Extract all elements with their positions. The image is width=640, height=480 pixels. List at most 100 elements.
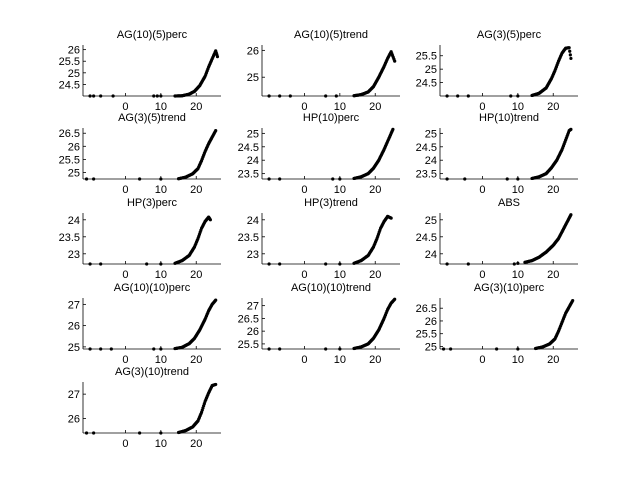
x-tick-label: 20 [190,184,202,196]
y-tick-label: 26 [247,326,259,338]
data-point [324,94,328,98]
x-tick-label: 10 [512,269,524,281]
data-point [516,261,520,265]
data-point [278,177,282,181]
data-point [208,218,212,222]
x-tick-label: 10 [512,184,524,196]
data-point [391,127,395,131]
y-tick-label: 25.5 [59,56,80,68]
x-tick-label: 0 [301,269,307,281]
data-point [215,54,220,59]
x-tick-label: 0 [479,269,485,281]
chart-title: AG(3)(5)perc [477,29,542,41]
y-tick-label: 26 [68,321,80,333]
chart-title: AG(10)(10)trend [291,282,371,294]
chart-title: AG(10)(5)perc [117,29,188,41]
y-tick-label: 25 [247,128,259,140]
chart-panel: AG(10)(5)trend 25 26 0 10 20 [247,29,400,113]
data-point [445,94,449,98]
x-tick-label: 10 [155,438,167,450]
x-tick-label: 0 [122,184,128,196]
data-point [288,94,292,98]
y-tick-label: 26 [68,413,80,425]
x-tick-label: 0 [479,184,485,196]
y-tick-label: 25 [68,167,80,179]
x-tick-label: 20 [369,269,381,281]
data-point [516,94,520,98]
data-point [159,347,163,351]
x-tick-label: 0 [122,101,128,113]
chart-title: AG(3)(5)trend [118,112,186,124]
data-point [84,177,89,181]
data-point [138,177,142,181]
y-tick-label: 25 [247,72,259,84]
data-point [334,94,338,98]
data-point [145,262,149,266]
y-tick-label: 25.5 [238,339,259,351]
y-tick-label: 26.5 [59,128,80,140]
data-point [512,262,516,266]
y-tick-label: 25.5 [416,51,437,63]
chart-title: HP(10)trend [479,112,539,124]
data-point [569,213,573,217]
data-point [466,94,470,98]
chart-title: AG(10)(5)trend [294,29,368,41]
x-tick-label: 10 [334,269,346,281]
y-tick-label: 23.5 [238,169,259,181]
y-tick-label: 25 [425,128,437,140]
data-point [278,94,282,98]
x-tick-label: 20 [547,101,559,113]
data-point [92,431,96,435]
data-point [445,177,449,181]
chart-panel: ABS 24 24.5 25 0 10 20 [416,197,578,281]
x-tick-label: 0 [122,438,128,450]
data-point [509,94,513,98]
data-point [338,347,342,351]
data-point [569,56,573,61]
data-point [214,298,218,302]
data-point [92,94,96,98]
y-tick-label: 25.5 [416,329,437,341]
chart-title: AG(3)(10)trend [115,366,189,378]
y-tick-label: 25 [425,341,437,353]
x-tick-label: 20 [190,354,202,366]
y-tick-label: 25 [425,64,437,76]
x-tick-label: 20 [190,101,202,113]
x-tick-label: 10 [155,101,167,113]
data-point [159,177,163,181]
chart-panel: HP(3)perc 23 23.5 24 0 10 20 [59,197,221,281]
data-point [99,347,103,351]
y-tick-label: 27 [247,301,259,313]
y-tick-label: 24.5 [59,79,80,91]
y-tick-label: 26.5 [416,303,437,315]
y-tick-label: 24 [247,215,259,227]
y-tick-label: 24.5 [238,142,259,154]
data-point [324,347,328,351]
data-point [92,177,96,181]
data-point [267,177,271,181]
y-tick-label: 26.5 [238,313,259,325]
data-point [393,59,397,63]
data-point [331,177,335,181]
x-tick-label: 20 [190,438,202,450]
data-point [456,94,460,98]
data-point [214,382,218,387]
y-tick-label: 26 [425,316,437,328]
x-tick-label: 0 [301,101,307,113]
data-point [324,262,328,266]
x-tick-label: 10 [155,354,167,366]
x-tick-label: 10 [512,354,524,366]
data-point [389,216,393,220]
x-tick-label: 10 [155,184,167,196]
data-point [569,127,573,131]
y-tick-label: 27 [68,389,80,401]
data-point [441,347,446,351]
y-tick-label: 24 [425,249,437,261]
x-tick-label: 0 [301,184,307,196]
data-point [278,347,282,351]
chart-title: AG(3)(10)perc [474,282,545,294]
data-point [99,94,103,98]
data-point [159,94,163,98]
